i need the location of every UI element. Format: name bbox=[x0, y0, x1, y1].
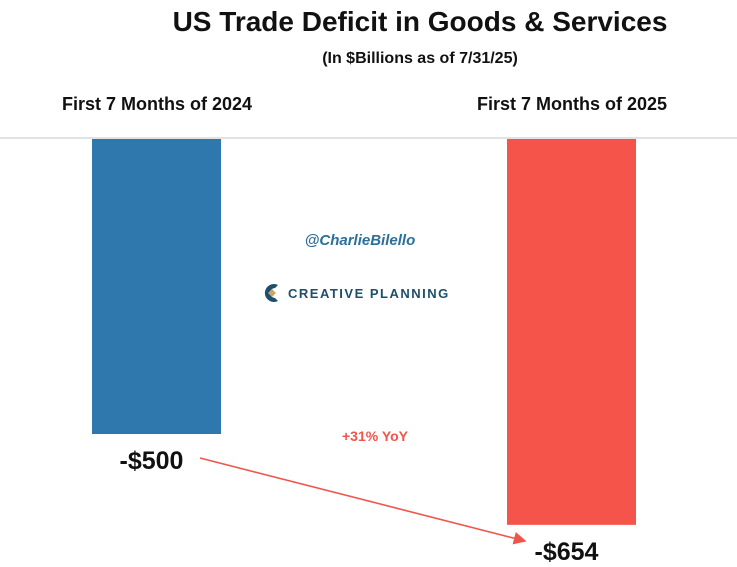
creative-planning-logo: CREATIVE PLANNING bbox=[262, 282, 450, 304]
category-label-2025: First 7 Months of 2025 bbox=[476, 94, 668, 114]
bar-2025 bbox=[507, 139, 636, 525]
chart-title: US Trade Deficit in Goods & Services bbox=[172, 6, 668, 37]
watermark-handle: @CharlieBilello bbox=[304, 232, 416, 249]
bar-2024 bbox=[92, 139, 221, 434]
yoy-annotation: +31% YoY bbox=[341, 428, 409, 444]
logo-icon bbox=[264, 284, 278, 302]
chart-subtitle: (In $Billions as of 7/31/25) bbox=[322, 50, 518, 67]
logo-text: CREATIVE PLANNING bbox=[288, 285, 450, 301]
value-label-2025: -$654 bbox=[534, 537, 599, 566]
change-arrow bbox=[199, 457, 527, 545]
value-label-2024: -$500 bbox=[119, 447, 184, 475]
category-label-2024: First 7 Months of 2024 bbox=[61, 94, 253, 114]
